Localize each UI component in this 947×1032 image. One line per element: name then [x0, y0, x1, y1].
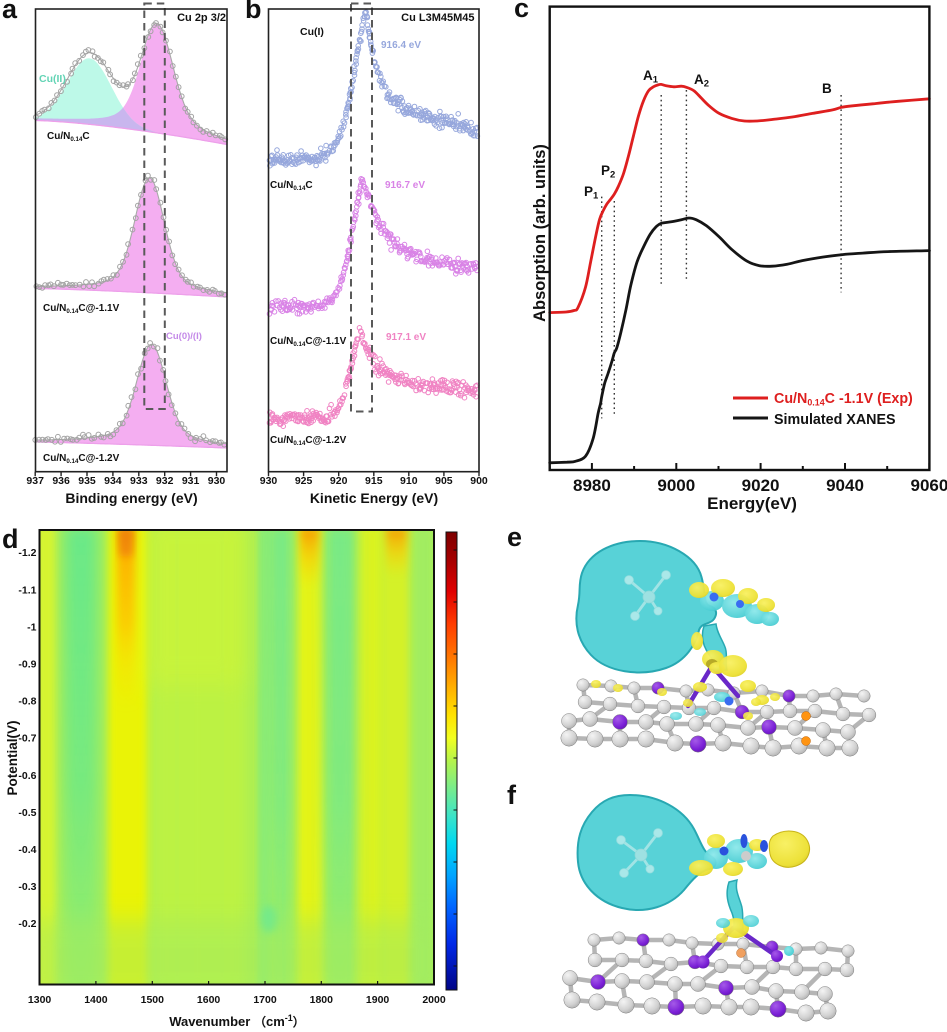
svg-text:Kinetic Energy (eV): Kinetic Energy (eV) [310, 490, 438, 506]
svg-text:-1.2: -1.2 [18, 547, 36, 559]
svg-text:Cu/N0.14C@-1.2V: Cu/N0.14C@-1.2V [43, 453, 120, 465]
svg-text:1700: 1700 [253, 994, 277, 1006]
svg-text:9020: 9020 [742, 476, 780, 495]
svg-text:b: b [245, 0, 262, 24]
svg-text:-1.1: -1.1 [18, 584, 36, 596]
svg-text:-0.6: -0.6 [18, 770, 36, 782]
svg-text:2000: 2000 [422, 994, 446, 1006]
svg-text:-0.2: -0.2 [18, 918, 36, 930]
svg-text:Cu/N0.14C: Cu/N0.14C [47, 131, 90, 143]
svg-text:Cu L3M45M45: Cu L3M45M45 [401, 12, 474, 24]
svg-text:-0.4: -0.4 [18, 844, 36, 856]
svg-text:936: 936 [52, 475, 70, 487]
svg-text:1900: 1900 [366, 994, 390, 1006]
svg-text:905: 905 [435, 475, 453, 487]
svg-text:Cu(I): Cu(I) [300, 26, 324, 38]
svg-text:9040: 9040 [826, 476, 864, 495]
svg-text:Cu/N0.14C: Cu/N0.14C [270, 180, 313, 192]
svg-text:Energy(eV): Energy(eV) [707, 494, 797, 513]
svg-text:Cu/N0.14C@-1.2V: Cu/N0.14C@-1.2V [270, 435, 347, 447]
svg-text:Absorption (arb. units): Absorption (arb. units) [531, 144, 549, 322]
svg-text:916.7 eV: 916.7 eV [385, 180, 425, 191]
svg-text:Potential(V): Potential(V) [5, 720, 20, 795]
svg-text:937: 937 [26, 475, 44, 487]
svg-text:f: f [507, 780, 517, 810]
svg-text:932: 932 [156, 475, 174, 487]
svg-text:Cu/N0.14C@-1.1V: Cu/N0.14C@-1.1V [270, 336, 347, 348]
svg-text:-0.9: -0.9 [18, 659, 36, 671]
svg-text:9000: 9000 [657, 476, 695, 495]
svg-text:B: B [822, 81, 832, 96]
svg-text:933: 933 [130, 475, 148, 487]
svg-text:Simulated XANES: Simulated XANES [774, 412, 896, 428]
svg-text:Cu(0)/(I): Cu(0)/(I) [166, 331, 202, 342]
svg-text:Cu/N0.14C -1.1V (Exp): Cu/N0.14C -1.1V (Exp) [774, 391, 913, 408]
svg-text:-0.5: -0.5 [18, 807, 36, 819]
svg-text:9060: 9060 [910, 476, 947, 495]
svg-text:916.4 eV: 916.4 eV [381, 40, 421, 51]
svg-text:Cu 2p 3/2: Cu 2p 3/2 [177, 12, 226, 24]
svg-text:915: 915 [365, 475, 383, 487]
svg-text:d: d [2, 524, 19, 554]
svg-text:1500: 1500 [141, 994, 165, 1006]
svg-text:a: a [2, 0, 18, 24]
svg-text:920: 920 [330, 475, 348, 487]
svg-text:Binding energy (eV): Binding energy (eV) [65, 490, 197, 506]
svg-text:900: 900 [470, 475, 488, 487]
svg-text:-0.3: -0.3 [18, 881, 36, 893]
svg-text:910: 910 [400, 475, 418, 487]
svg-text:-0.8: -0.8 [18, 696, 36, 708]
svg-text:c: c [514, 0, 529, 23]
svg-text:-1: -1 [27, 621, 36, 633]
svg-text:930: 930 [260, 475, 278, 487]
svg-text:931: 931 [182, 475, 200, 487]
svg-text:Cu(II): Cu(II) [39, 73, 66, 85]
svg-text:1600: 1600 [197, 994, 221, 1006]
svg-text:1300: 1300 [28, 994, 52, 1006]
svg-text:930: 930 [208, 475, 226, 487]
svg-text:925: 925 [295, 475, 313, 487]
svg-text:-0.7: -0.7 [18, 733, 36, 745]
svg-text:934: 934 [104, 475, 122, 487]
svg-text:917.1 eV: 917.1 eV [386, 332, 426, 343]
svg-text:1800: 1800 [310, 994, 334, 1006]
svg-text:8980: 8980 [573, 476, 611, 495]
svg-text:Wavenumber （cm-1）: Wavenumber （cm-1） [169, 1013, 305, 1029]
svg-text:e: e [507, 522, 522, 552]
svg-text:Cu/N0.14C@-1.1V: Cu/N0.14C@-1.1V [43, 303, 120, 315]
svg-text:1400: 1400 [84, 994, 108, 1006]
svg-text:935: 935 [78, 475, 96, 487]
